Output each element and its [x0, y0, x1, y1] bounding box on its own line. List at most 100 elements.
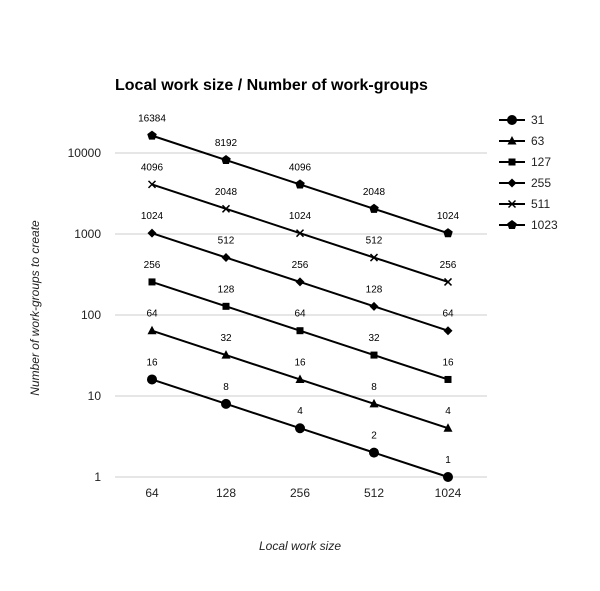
legend-item: 511	[499, 197, 550, 211]
legend-label: 1023	[531, 218, 558, 232]
data-point	[295, 374, 305, 383]
data-label: 16	[294, 357, 306, 368]
data-label: 4	[297, 406, 303, 417]
legend-marker	[507, 115, 517, 125]
y-tick-label: 100	[81, 308, 101, 322]
legend-item: 31	[499, 113, 545, 127]
data-label: 256	[144, 260, 161, 271]
data-label: 32	[368, 333, 380, 344]
data-point	[295, 229, 305, 238]
legend-item: 127	[499, 155, 551, 169]
x-tick-label: 64	[145, 486, 159, 500]
x-axis-label: Local work size	[259, 539, 341, 553]
y-tick-label: 1	[94, 470, 101, 484]
data-point	[222, 302, 230, 310]
legend-item: 63	[499, 134, 545, 148]
data-label: 16	[146, 357, 158, 368]
data-point	[147, 325, 157, 335]
x-tick-label: 128	[216, 486, 236, 500]
data-label: 1024	[437, 211, 460, 222]
x-axis-ticks: 64 128 256 512 1024	[145, 486, 461, 500]
series-31: 16 8 4 2 1	[146, 357, 453, 482]
data-point	[369, 203, 379, 213]
legend: 31 63 127 255 511 1023	[499, 113, 558, 232]
data-point	[221, 253, 231, 263]
data-point	[147, 130, 157, 140]
data-label: 8	[371, 382, 377, 393]
y-axis-ticks: 1 10 100 1000 10000	[68, 146, 102, 484]
legend-marker	[507, 220, 517, 230]
data-point	[295, 423, 305, 434]
x-tick-label: 256	[290, 486, 310, 500]
data-label: 256	[440, 260, 457, 271]
data-point	[443, 277, 453, 286]
data-point	[147, 374, 157, 385]
data-point	[369, 398, 379, 408]
legend-label: 255	[531, 176, 551, 190]
data-label: 256	[292, 260, 309, 271]
data-label: 4096	[289, 162, 312, 173]
legend-marker	[508, 158, 516, 166]
series-63: 64 32 16 8 4	[146, 309, 453, 432]
grid-lines	[115, 152, 487, 478]
data-label: 16384	[138, 114, 166, 125]
data-label: 4096	[141, 162, 164, 173]
legend-item: 255	[499, 176, 551, 190]
data-label: 32	[220, 333, 232, 344]
y-axis-label: Number of work-groups to create	[28, 220, 42, 396]
data-point	[221, 350, 231, 359]
data-label: 1024	[289, 211, 312, 222]
series-1023: 16384 8192 4096 2048 1024	[138, 114, 460, 238]
data-label: 16	[442, 357, 454, 368]
data-point	[221, 204, 231, 213]
data-label: 64	[294, 309, 306, 320]
legend-marker	[507, 136, 517, 145]
data-point	[444, 375, 452, 383]
data-point	[295, 179, 305, 189]
data-point	[369, 253, 379, 262]
data-point	[148, 278, 156, 286]
data-point	[369, 447, 379, 458]
legend-label: 511	[531, 197, 550, 211]
legend-marker	[507, 199, 517, 209]
data-label: 4	[445, 406, 451, 417]
data-label: 128	[366, 284, 383, 295]
legend-label: 63	[531, 134, 545, 148]
data-point	[147, 180, 157, 189]
legend-marker	[507, 178, 517, 188]
data-point	[370, 351, 378, 359]
legend-label: 127	[531, 155, 551, 169]
series-127: 256 128 64 32 16	[144, 260, 454, 383]
data-point	[147, 228, 157, 238]
data-point	[443, 472, 453, 482]
data-label: 512	[218, 236, 235, 247]
data-point	[443, 423, 453, 432]
data-point	[295, 277, 305, 287]
data-label: 1	[445, 455, 451, 466]
data-label: 2048	[215, 187, 238, 198]
series-255: 1024 512 256 128 64	[141, 211, 454, 336]
data-point	[296, 327, 304, 335]
data-point	[221, 155, 231, 165]
x-tick-label: 512	[364, 486, 384, 500]
series-511: 4096 2048 1024 512 256	[141, 162, 457, 286]
data-point	[443, 326, 453, 336]
data-label: 8	[223, 382, 229, 393]
legend-label: 31	[531, 113, 545, 127]
data-point	[221, 398, 231, 409]
legend-item: 1023	[499, 218, 558, 232]
series-layer: 16 8 4 2 1 64 32 16 8 4 256 128 64 32 16 1024 512 256 128 6…	[138, 114, 460, 482]
data-label: 1024	[141, 211, 164, 222]
data-label: 2	[371, 431, 377, 442]
y-tick-label: 10	[88, 389, 102, 403]
data-label: 128	[218, 284, 235, 295]
data-point	[443, 228, 453, 238]
data-label: 64	[146, 309, 158, 320]
data-label: 2048	[363, 187, 386, 198]
data-label: 512	[366, 236, 383, 247]
chart-title: Local work size / Number of work-groups	[115, 77, 428, 94]
y-tick-label: 1000	[74, 227, 101, 241]
x-tick-label: 1024	[435, 486, 462, 500]
y-tick-label: 10000	[68, 146, 102, 160]
